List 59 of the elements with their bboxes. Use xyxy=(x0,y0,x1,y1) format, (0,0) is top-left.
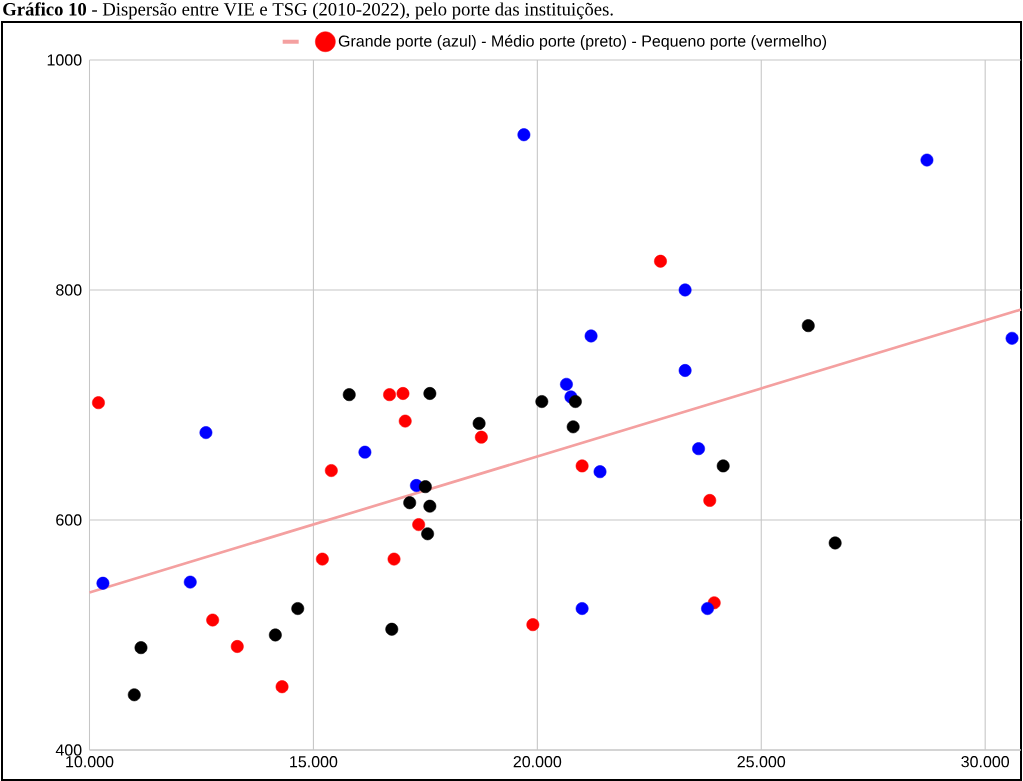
point xyxy=(398,414,412,428)
x-tick-label: 30.000 xyxy=(961,756,1010,768)
point xyxy=(593,465,607,479)
point xyxy=(403,496,417,510)
x-tick-label: 15.000 xyxy=(290,756,338,768)
point xyxy=(716,459,730,473)
y-tick-label: 600 xyxy=(56,514,82,526)
point xyxy=(206,613,220,627)
point xyxy=(678,283,692,297)
point xyxy=(315,552,329,566)
point xyxy=(566,420,580,434)
point xyxy=(423,387,437,400)
point xyxy=(387,552,401,566)
point xyxy=(96,576,110,590)
point xyxy=(474,430,488,444)
point xyxy=(385,622,399,636)
point xyxy=(569,395,582,408)
point xyxy=(421,527,435,541)
point xyxy=(418,480,432,494)
point xyxy=(183,575,197,589)
point xyxy=(701,602,714,615)
point xyxy=(560,377,573,391)
point xyxy=(358,445,372,459)
point xyxy=(654,254,667,268)
x-tick-label: 25.000 xyxy=(737,756,786,768)
point xyxy=(230,640,244,653)
point xyxy=(92,396,105,410)
point xyxy=(575,459,589,473)
point xyxy=(127,688,141,702)
point xyxy=(535,395,549,408)
point xyxy=(383,388,396,402)
point xyxy=(920,153,934,167)
point xyxy=(584,329,598,343)
point xyxy=(801,319,815,333)
point xyxy=(342,388,356,402)
point xyxy=(324,464,338,477)
point xyxy=(423,499,437,513)
x-tick-label: 10.000 xyxy=(66,756,114,768)
point xyxy=(472,417,486,430)
point xyxy=(199,426,213,439)
point xyxy=(692,442,705,456)
point xyxy=(575,602,589,615)
point xyxy=(526,618,540,632)
point xyxy=(396,387,410,400)
y-tick-label: 800 xyxy=(56,284,82,296)
point xyxy=(275,680,289,694)
point xyxy=(703,494,717,507)
y-tick-label: 400 xyxy=(55,744,82,756)
y-tick-label: 1000 xyxy=(47,54,82,66)
chart-title: Gráfico 10- Dispersão entre VIE e TSG (2010-2022), pelo porte das instituições. xyxy=(3,2,613,20)
x-tick-label: 20.000 xyxy=(513,756,562,768)
point xyxy=(517,128,531,142)
point xyxy=(678,364,692,377)
point xyxy=(291,602,305,615)
point xyxy=(412,518,426,531)
point xyxy=(828,536,842,550)
point xyxy=(134,641,148,655)
point xyxy=(268,628,282,642)
legend-label: Grande porte (azul) - Médio porte (preto) - Pequeno porte (vermelho) xyxy=(338,34,827,50)
